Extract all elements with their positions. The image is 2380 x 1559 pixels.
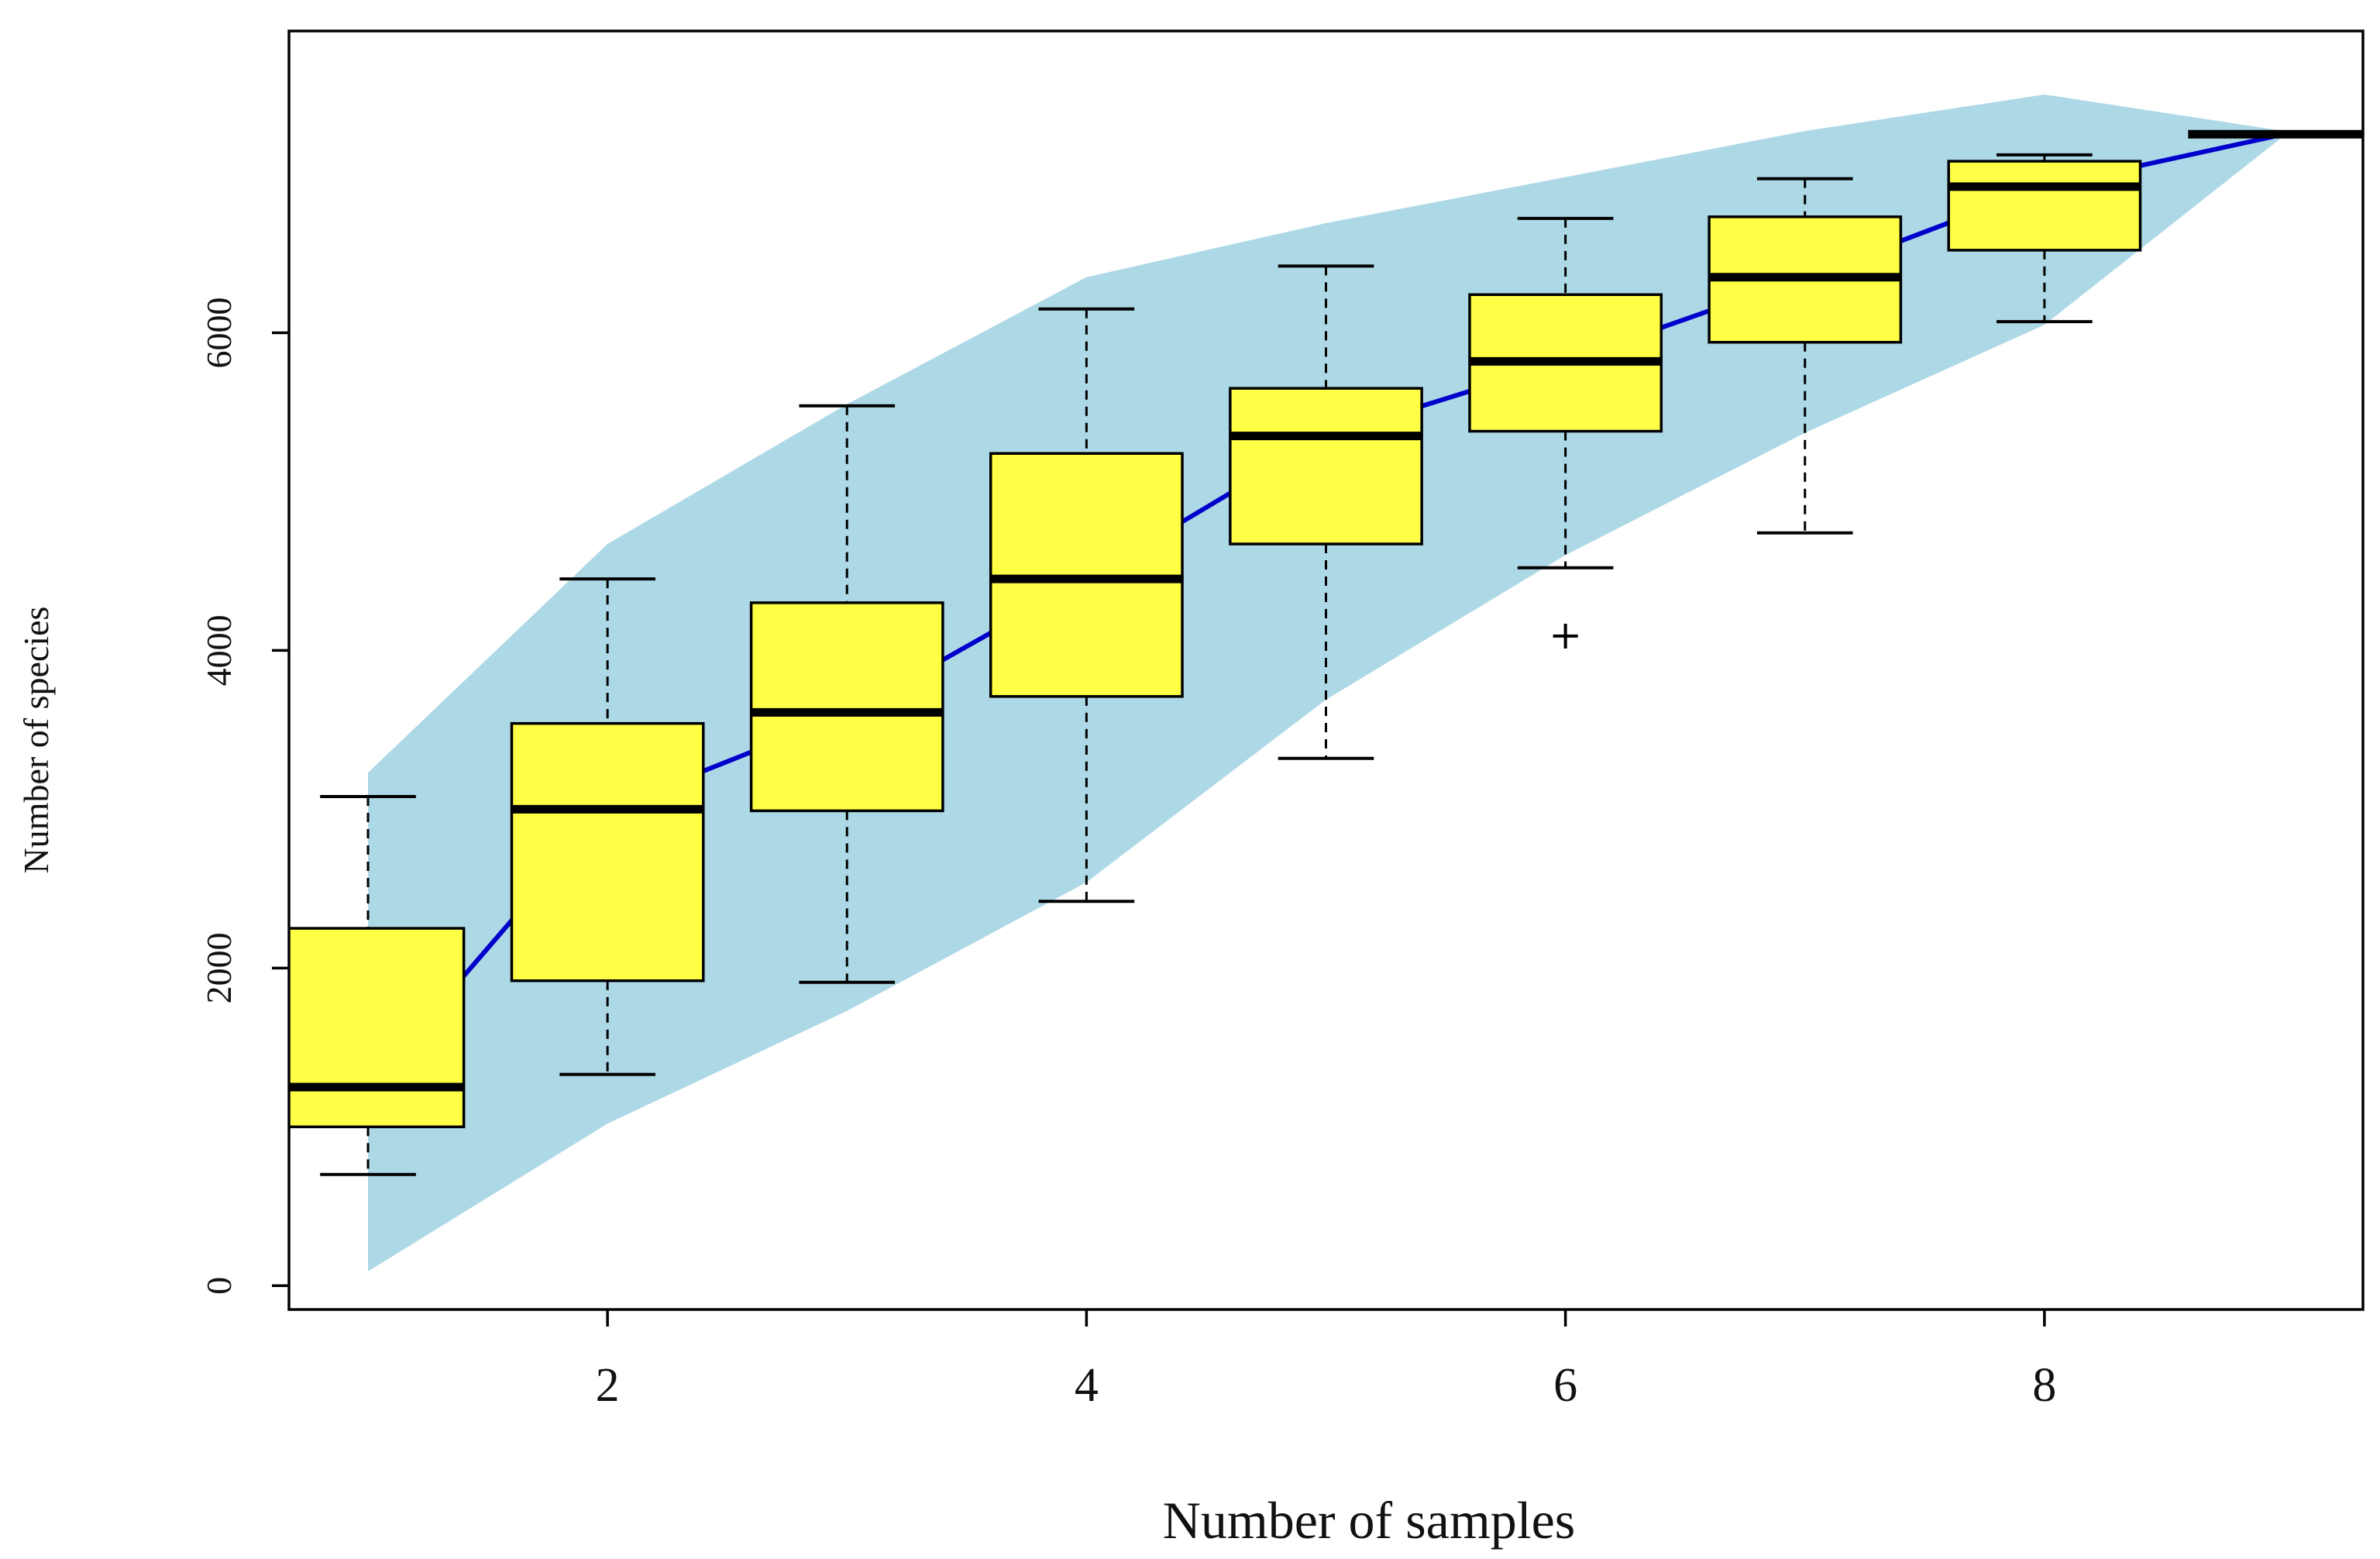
box-group-4 <box>989 307 1184 903</box>
x-tick-label: 6 <box>1553 1359 1577 1412</box>
box-group-3 <box>749 404 944 984</box>
outlier-point <box>1553 623 1578 649</box>
x-tick-label: 2 <box>596 1359 620 1412</box>
box-iqr <box>510 721 705 983</box>
x-axis-label: Number of samples <box>1163 1491 1576 1550</box>
box-iqr <box>1229 387 1423 545</box>
y-tick-label: 2000 <box>199 932 239 1003</box>
box-iqr <box>749 601 944 813</box>
y-tick-label: 6000 <box>199 297 239 368</box>
box-group-6 <box>1468 216 1663 570</box>
box-group-2 <box>510 577 705 1076</box>
box-iqr <box>289 927 466 1129</box>
y-tick-label: 0 <box>199 1277 239 1295</box>
box-group-8 <box>1947 153 2142 324</box>
x-tick-label: 4 <box>1075 1359 1099 1412</box>
plot-frame <box>287 29 2365 1311</box>
box-iqr <box>1947 160 2142 252</box>
x-tick-label: 8 <box>2032 1359 2056 1412</box>
box-group-7 <box>1708 177 1903 535</box>
box-group-5 <box>1229 264 1423 760</box>
y-tick-label: 4000 <box>199 614 239 686</box>
box-group-1 <box>289 794 466 1176</box>
y-axis-label: Number of species <box>16 607 56 874</box>
